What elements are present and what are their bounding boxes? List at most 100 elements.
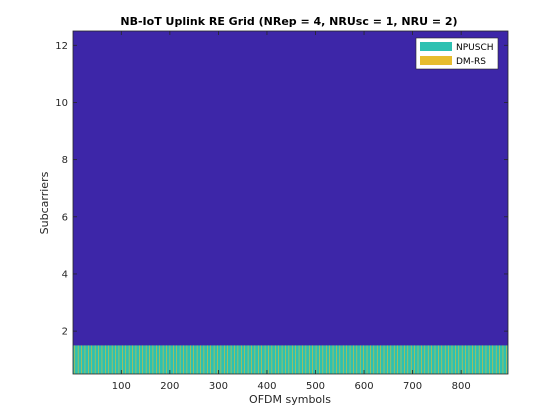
dmrs-symbol <box>156 345 157 374</box>
y-tick-label: 6 <box>62 212 68 223</box>
dmrs-symbol <box>94 345 96 374</box>
dmrs-symbol <box>240 345 242 374</box>
dmrs-symbol <box>213 345 215 374</box>
dmrs-symbol <box>302 345 303 374</box>
dmrs-symbol <box>373 345 375 374</box>
dmrs-symbol <box>336 345 337 374</box>
dmrs-symbol <box>370 345 371 374</box>
dmrs-symbol <box>220 345 222 374</box>
occupied-subcarrier-row <box>73 345 508 374</box>
x-tick-label: 300 <box>209 381 228 392</box>
dmrs-symbol <box>492 345 494 374</box>
dmrs-symbol <box>468 345 470 374</box>
dmrs-symbol <box>149 345 150 374</box>
dmrs-symbol <box>363 345 364 374</box>
dmrs-symbol <box>84 345 86 374</box>
x-tick-label: 200 <box>160 381 179 392</box>
dmrs-symbol <box>285 345 286 374</box>
dmrs-symbol <box>115 345 116 374</box>
dmrs-symbol <box>472 345 473 374</box>
npusch-region <box>73 345 508 374</box>
dmrs-symbol <box>383 345 385 374</box>
dmrs-symbol <box>502 345 504 374</box>
y-tick-label: 8 <box>62 155 68 166</box>
dmrs-symbol <box>410 345 412 374</box>
dmrs-symbol <box>81 345 82 374</box>
dmrs-symbol <box>108 345 110 374</box>
chart-title: NB-IoT Uplink RE Grid (NRep = 4, NRUsc =… <box>120 15 457 28</box>
dmrs-symbol <box>431 345 432 374</box>
dmrs-symbol <box>387 345 388 374</box>
dmrs-symbol <box>210 345 211 374</box>
dmrs-symbol <box>162 345 164 374</box>
dmrs-symbol <box>196 345 198 374</box>
plot-area <box>72 30 509 375</box>
dmrs-symbol <box>427 345 429 374</box>
dmrs-symbol <box>271 345 273 374</box>
y-axis-label: Subcarriers <box>38 171 51 234</box>
dmrs-symbol <box>152 345 154 374</box>
dmrs-symbol <box>376 345 378 374</box>
dmrs-symbol <box>268 345 269 374</box>
dmrs-symbol <box>312 345 313 374</box>
dmrs-symbol <box>325 345 327 374</box>
dmrs-symbol <box>393 345 395 374</box>
dmrs-symbol <box>424 345 426 374</box>
dmrs-symbol <box>274 345 276 374</box>
dmrs-symbol <box>206 345 208 374</box>
y-tick-label: 2 <box>62 327 68 338</box>
dmrs-symbol <box>264 345 266 374</box>
dmrs-symbol <box>223 345 225 374</box>
dmrs-symbol <box>438 345 439 374</box>
dmrs-symbol <box>356 345 358 374</box>
dmrs-symbol <box>404 345 405 374</box>
dmrs-symbol <box>332 345 334 374</box>
dmrs-symbol <box>91 345 93 374</box>
y-tick-label: 10 <box>55 98 68 109</box>
dmrs-symbol <box>139 345 140 374</box>
dmrs-symbol <box>125 345 127 374</box>
legend-swatch-dmrs <box>420 56 452 65</box>
legend-label-dmrs: DM-RS <box>456 57 486 67</box>
dmrs-symbol <box>190 345 191 374</box>
dmrs-symbol <box>122 345 123 374</box>
dmrs-symbol <box>506 345 507 374</box>
dmrs-symbol <box>455 345 456 374</box>
legend: NPUSCH DM-RS <box>415 37 499 70</box>
dmrs-symbol <box>434 345 436 374</box>
dmrs-symbol <box>339 345 341 374</box>
dmrs-symbol <box>495 345 497 374</box>
dmrs-symbol <box>118 345 120 374</box>
dmrs-symbol <box>489 345 490 374</box>
dmrs-symbol <box>322 345 324 374</box>
dmrs-symbol <box>230 345 232 374</box>
dmrs-symbol <box>444 345 446 374</box>
dmrs-symbol <box>305 345 307 374</box>
y-axis-ticks: 2 4 6 8 10 12 <box>55 41 508 338</box>
dmrs-symbol <box>380 345 381 374</box>
dmrs-symbol <box>397 345 398 374</box>
x-axis-label: OFDM symbols <box>249 393 331 406</box>
dmrs-symbol <box>478 345 480 374</box>
legend-swatch-npusch <box>420 42 452 51</box>
dmrs-symbol <box>390 345 392 374</box>
dmrs-symbol <box>475 345 477 374</box>
dmrs-symbol <box>261 345 262 374</box>
x-tick-label: 500 <box>306 381 325 392</box>
x-tick-label: 800 <box>452 381 471 392</box>
dmrs-symbol <box>142 345 144 374</box>
dmrs-symbol <box>88 345 89 374</box>
dmrs-symbol <box>74 345 76 374</box>
dmrs-symbol <box>295 345 296 374</box>
dmrs-symbol <box>400 345 402 374</box>
dmrs-symbol <box>281 345 283 374</box>
axes-box <box>72 30 509 375</box>
dmrs-symbol <box>414 345 415 374</box>
dmrs-symbol <box>176 345 178 374</box>
dmrs-symbol <box>315 345 317 374</box>
dmrs-symbol <box>244 345 245 374</box>
dmrs-symbol <box>183 345 184 374</box>
dmrs-symbol <box>173 345 174 374</box>
dmrs-symbol <box>441 345 443 374</box>
dmrs-symbol <box>98 345 99 374</box>
